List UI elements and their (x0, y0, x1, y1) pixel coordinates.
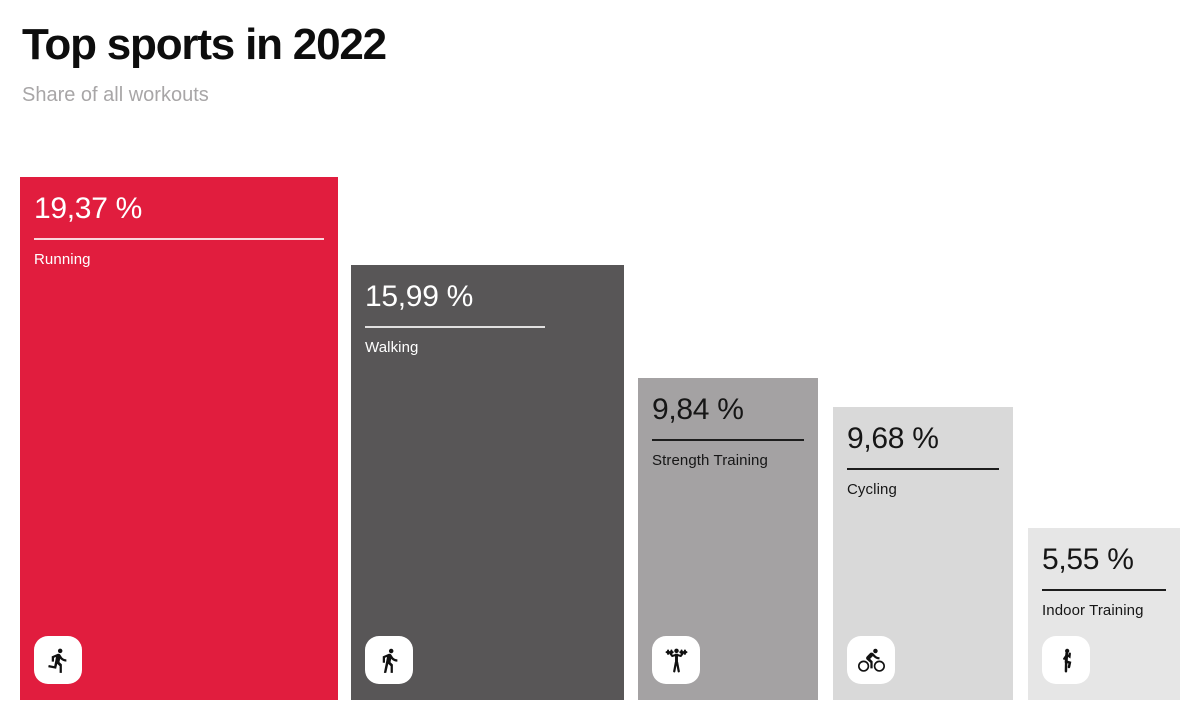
bar-cycling: 9,68 % Cycling (833, 407, 1013, 700)
icon-tile (365, 636, 413, 684)
page-subtitle: Share of all workouts (22, 83, 209, 106)
bar-indoor-training: 5,55 % Indoor Training (1028, 528, 1180, 700)
strength-training-icon (663, 647, 690, 674)
walker-icon (376, 647, 403, 674)
bar-underline (847, 468, 999, 470)
icon-tile (34, 636, 82, 684)
cyclist-icon (857, 647, 885, 674)
bar-value: 9,68 % (847, 422, 939, 455)
bar-value: 9,84 % (652, 393, 744, 426)
indoor-training-icon (1053, 647, 1080, 674)
chart-header: Top sports in 2022 Share of all workouts (22, 20, 387, 107)
bar-value: 19,37 % (34, 192, 142, 225)
bar-underline (34, 238, 324, 240)
icon-tile (1042, 636, 1090, 684)
icon-tile (847, 636, 895, 684)
bar-value: 5,55 % (1042, 543, 1134, 576)
bar-label: Running (34, 251, 91, 268)
bar-underline (365, 326, 545, 328)
bar-value: 15,99 % (365, 280, 473, 313)
bar-underline (652, 439, 804, 441)
icon-tile (652, 636, 700, 684)
bar-strength-training: 9,84 % Strength Training (638, 378, 818, 700)
bar-label: Cycling (847, 481, 897, 498)
bar-underline (1042, 589, 1166, 591)
bar-label: Indoor Training (1042, 602, 1144, 619)
runner-icon (45, 647, 72, 674)
bar-label: Walking (365, 339, 419, 356)
bar-walking: 15,99 % Walking (351, 265, 624, 700)
bar-running: 19,37 % Running (20, 177, 338, 700)
bar-label: Strength Training (652, 452, 768, 469)
page-title: Top sports in 2022 (22, 20, 387, 69)
